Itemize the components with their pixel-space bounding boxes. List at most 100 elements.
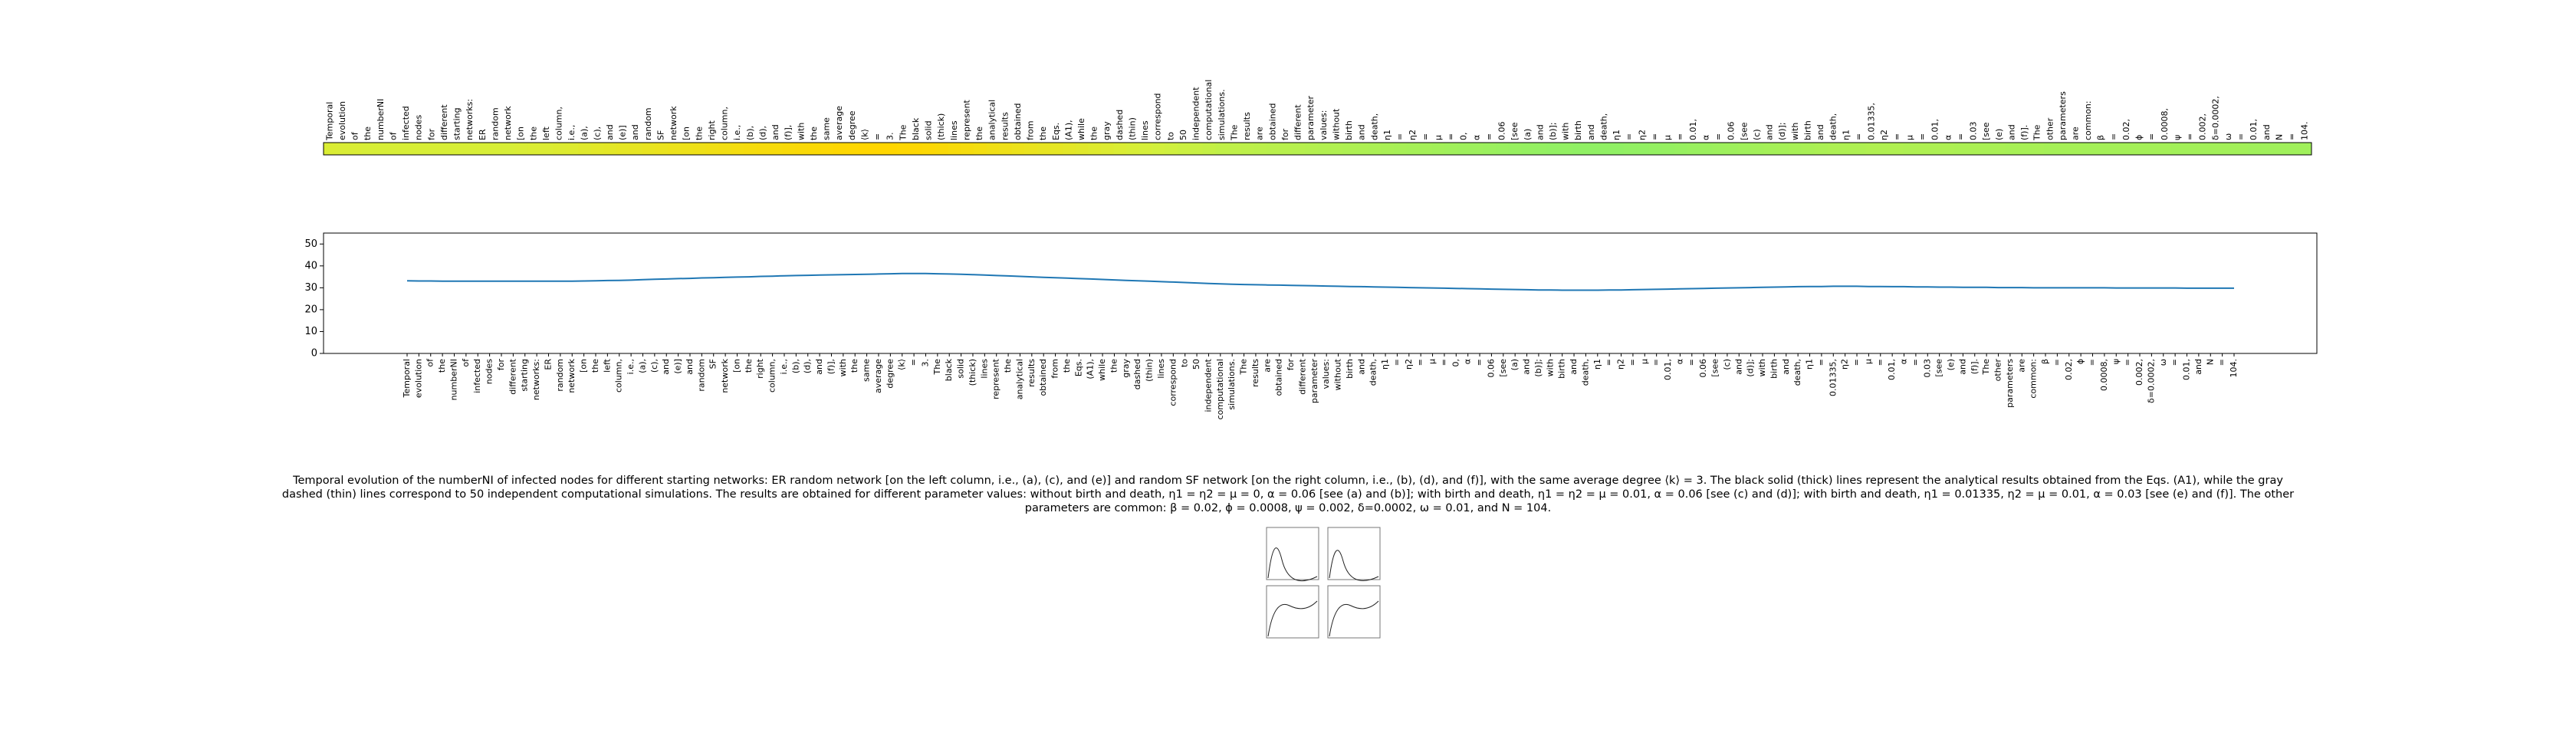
token-label: (d), <box>757 126 767 140</box>
token-label: average <box>834 106 844 140</box>
x-tick-label: N <box>2205 359 2215 365</box>
heat-cell <box>2222 143 2236 155</box>
heat-cell <box>1508 143 1522 155</box>
heat-cell <box>1878 143 1891 155</box>
token-label: 0.01, <box>1930 119 1940 140</box>
token-label: α <box>1700 135 1710 140</box>
heat-cell <box>1267 143 1280 155</box>
heat-cell <box>514 143 528 155</box>
x-tick-label: of <box>461 358 471 367</box>
token-label: right <box>707 120 717 140</box>
x-tick-label: = <box>1651 359 1661 366</box>
heat-cell <box>1190 143 1204 155</box>
heat-cell <box>998 143 1013 155</box>
x-tick-label: [on <box>731 359 741 373</box>
heat-cell <box>782 143 796 155</box>
x-tick-label: average <box>873 359 883 393</box>
heat-cell <box>2260 143 2274 155</box>
heat-cell <box>1993 143 2006 155</box>
heat-cell <box>1496 143 1510 155</box>
heat-cell <box>1483 143 1497 155</box>
x-tick-label: the <box>1062 359 1072 373</box>
heat-cell <box>2235 143 2249 155</box>
token-label: η1 <box>1841 130 1851 140</box>
token-label: = <box>1917 133 1927 140</box>
x-tick-label: 0.02, <box>2064 359 2074 380</box>
x-tick-label: the <box>1109 359 1119 373</box>
x-tick-label: with <box>838 359 848 376</box>
heat-cell <box>909 143 923 155</box>
x-tick-label: (e)] <box>673 359 683 374</box>
token-label: (f)], <box>784 125 794 140</box>
heat-cell <box>986 143 1000 155</box>
heat-cell <box>642 143 656 155</box>
token-label: [see <box>1739 122 1749 140</box>
heat-cell <box>1165 143 1178 155</box>
token-label: dashed <box>1115 110 1125 140</box>
x-tick-label: [see <box>1710 359 1720 377</box>
x-tick-label: (e) <box>1946 359 1956 370</box>
x-tick-label: and <box>1356 359 1366 375</box>
heat-cell <box>1763 143 1777 155</box>
token-label: gray <box>1102 121 1112 140</box>
token-label: with <box>1561 123 1571 140</box>
token-label: numberNI <box>376 99 386 140</box>
token-label: = <box>872 133 882 140</box>
token-label: column, <box>554 107 564 140</box>
token-label: ω <box>2223 133 2233 140</box>
heat-cell <box>1292 143 1306 155</box>
token-label: the <box>528 127 538 140</box>
x-tick-label: the <box>744 359 754 373</box>
heat-cell <box>2120 143 2134 155</box>
token-label: infected <box>401 106 411 140</box>
x-tick-label: (d), <box>803 359 813 373</box>
heat-cell <box>1317 143 1331 155</box>
token-label: analytical <box>987 100 997 140</box>
x-tick-label: ω <box>2158 359 2168 366</box>
heat-cell <box>935 143 948 155</box>
token-label: and <box>1586 124 1596 140</box>
token-label: 0.002, <box>2198 113 2208 140</box>
x-tick-label: η2 <box>1404 359 1414 370</box>
heat-cell <box>2006 143 2019 155</box>
x-tick-label: values: <box>1321 359 1331 389</box>
x-tick-label: death, <box>1580 359 1590 386</box>
token-label: black <box>911 117 921 140</box>
token-label: i.e., <box>567 125 577 140</box>
x-tick-label: infected <box>472 359 482 393</box>
x-tick-label: 0.01, <box>2182 359 2192 380</box>
x-tick-label: 0.01, <box>1663 359 1673 380</box>
token-label: solid <box>924 120 934 140</box>
x-tick-label: 0.03 <box>1922 359 1932 378</box>
x-tick-label: results <box>1250 359 1260 387</box>
token-label: α <box>1943 135 1953 140</box>
token-label: represent <box>961 99 971 140</box>
x-tick-label: different <box>508 358 518 394</box>
heat-cell <box>438 143 452 155</box>
x-tick-label: = <box>1474 359 1484 366</box>
caption: Temporal evolution of the numberNI of in… <box>281 475 2295 514</box>
x-tick-label: column, <box>767 359 777 393</box>
x-tick-label: The <box>932 359 942 376</box>
x-tick-label: = <box>1604 359 1614 366</box>
heat-cell <box>1381 143 1395 155</box>
heat-cell <box>948 143 961 155</box>
token-label: death, <box>1598 113 1608 140</box>
heat-cell <box>324 143 337 155</box>
heat-cell <box>1075 143 1089 155</box>
y-tick-label: 30 <box>304 282 317 294</box>
x-tick-label: = <box>1415 359 1425 366</box>
heat-cell <box>387 143 401 155</box>
token-label: and <box>1765 124 1775 140</box>
heat-cell <box>451 143 465 155</box>
heat-cell <box>731 143 745 155</box>
token-label: = <box>1956 133 1966 140</box>
x-tick-label: birth <box>1769 359 1779 379</box>
token-label: the <box>363 127 373 140</box>
x-tick-label: [on <box>579 359 589 373</box>
x-tick-label: and <box>1733 359 1743 375</box>
x-tick-label: ϕ <box>2075 359 2085 364</box>
heat-cell <box>718 143 732 155</box>
heat-cell <box>680 143 694 155</box>
heat-cell <box>1789 143 1802 155</box>
